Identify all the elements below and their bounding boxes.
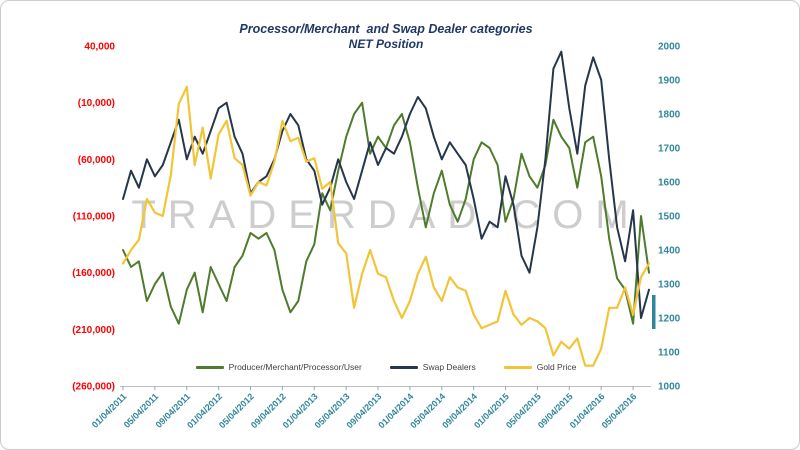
chart-legend: Producer/Merchant/Processor/User Swap De… <box>123 362 649 372</box>
series-line-gold-price <box>121 85 651 367</box>
svg-text:(210,000): (210,000) <box>72 325 115 336</box>
legend-item-swap-dealers: Swap Dealers <box>389 362 476 372</box>
gold-price-line-swatch <box>503 365 532 369</box>
svg-text:1100: 1100 <box>658 348 680 359</box>
swap-dealers-line-swatch <box>389 365 418 369</box>
svg-text:1200: 1200 <box>658 314 681 325</box>
producer-line-swatch <box>195 365 224 369</box>
svg-text:40,000: 40,000 <box>84 42 115 53</box>
legend-label-producer: Producer/Merchant/Processor/User <box>228 362 362 372</box>
svg-text:(160,000): (160,000) <box>72 268 115 279</box>
series-line-swap-dealers <box>122 50 650 319</box>
legend-label-gold-price: Gold Price <box>536 362 577 372</box>
right-axis-labels: 2000 1900 1800 1700 1600 1500 1400 1300 1200 1100… <box>658 42 681 393</box>
legend-label-swap-dealers: Swap Dealers <box>422 362 476 372</box>
svg-text:1800: 1800 <box>658 110 681 121</box>
svg-text:(60,000): (60,000) <box>78 155 115 166</box>
svg-text:1300: 1300 <box>658 280 681 291</box>
svg-text:05/04/2016: 05/04/2016 <box>600 391 639 430</box>
right-edge-marker <box>652 295 656 329</box>
legend-item-producer: Producer/Merchant/Processor/User <box>195 362 362 372</box>
svg-text:2000: 2000 <box>658 42 681 53</box>
svg-text:1400: 1400 <box>658 246 681 257</box>
svg-text:1000: 1000 <box>658 382 681 393</box>
svg-text:1600: 1600 <box>658 178 681 189</box>
svg-text:1700: 1700 <box>658 144 681 155</box>
svg-text:(260,000): (260,000) <box>72 382 115 393</box>
left-axis-labels: 40,000 (10,000) (60,000) (110,000) (160,000)… <box>72 42 115 393</box>
x-axis-labels: 01/04/201105/04/201109/04/201101/04/2012… <box>90 386 639 430</box>
svg-text:(110,000): (110,000) <box>73 212 115 223</box>
legend-item-gold-price: Gold Price <box>503 362 577 372</box>
svg-text:1900: 1900 <box>658 76 681 87</box>
svg-text:(10,000): (10,000) <box>78 98 115 109</box>
svg-text:1500: 1500 <box>658 212 681 223</box>
